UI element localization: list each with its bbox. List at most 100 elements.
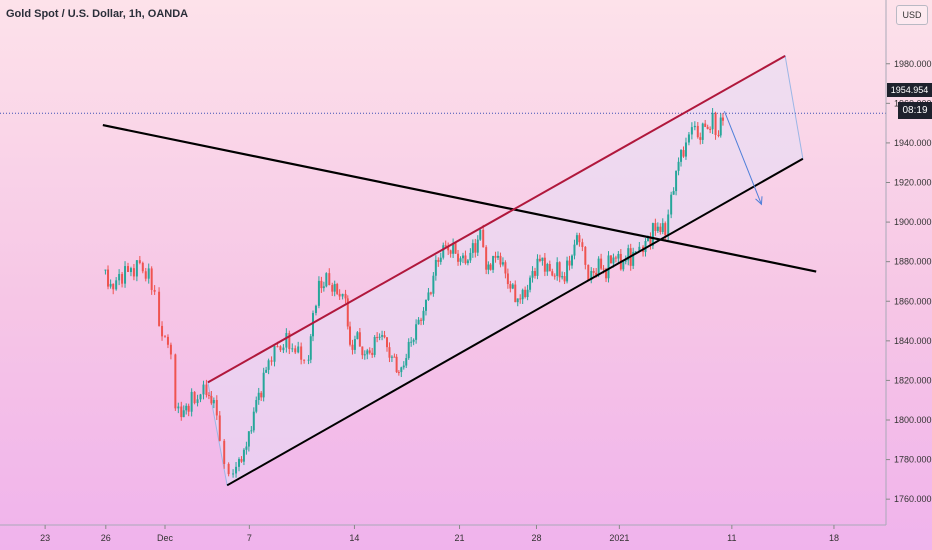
candle-body: [558, 262, 561, 278]
candle-body: [158, 291, 161, 326]
candle-body: [556, 262, 559, 276]
candle-body: [696, 125, 699, 138]
candle-body: [511, 284, 514, 289]
candle-body: [169, 344, 172, 355]
candle-body: [590, 270, 593, 281]
upper-channel-line: [207, 54, 786, 384]
candle-body: [646, 237, 649, 242]
candle-body: [519, 298, 522, 300]
candle-body: [193, 391, 196, 404]
y-tick-label: 1900.000: [894, 217, 932, 227]
candle-body: [242, 449, 245, 462]
candle-body: [592, 270, 595, 273]
candle-body: [538, 258, 541, 261]
candle-body: [285, 333, 288, 348]
candle-body: [351, 344, 354, 350]
candle-body: [118, 274, 121, 281]
candle-body: [597, 258, 600, 276]
candle-body: [215, 399, 218, 416]
candle-body: [541, 257, 544, 261]
candle-body: [252, 411, 255, 431]
candle-body: [466, 260, 469, 264]
candle-body: [161, 325, 164, 337]
candle-body: [427, 292, 430, 300]
candle-body: [432, 275, 435, 294]
candle-body: [721, 117, 724, 121]
candle-body: [602, 268, 605, 270]
candle-body: [185, 405, 188, 411]
candle-body: [257, 392, 260, 401]
candle-body: [706, 126, 709, 129]
candle-body: [341, 293, 344, 297]
last-price-label: 1954.954: [887, 83, 932, 97]
x-tick-label: 28: [531, 533, 541, 543]
currency-button[interactable]: USD: [896, 5, 928, 25]
candle-body: [492, 255, 495, 270]
candle-body: [109, 283, 112, 287]
candle-body: [687, 134, 690, 143]
candle-body: [260, 392, 263, 398]
candle-body: [415, 324, 418, 340]
candle-body: [524, 289, 527, 298]
candle-body: [638, 246, 641, 252]
candle-body: [267, 360, 270, 370]
candle-body: [314, 305, 317, 313]
candle-body: [303, 359, 306, 361]
candle-body: [356, 332, 359, 340]
candle-body: [265, 369, 268, 373]
candle-body: [235, 466, 238, 474]
candle-body: [366, 350, 369, 355]
candle-body: [336, 284, 339, 294]
candle-body: [282, 347, 285, 351]
candle-body: [393, 356, 396, 358]
candle-body: [551, 271, 554, 276]
chart-title: Gold Spot / U.S. Dollar, 1h, OANDA: [6, 8, 189, 20]
y-tick-label: 1840.000: [894, 336, 932, 346]
candle-body: [464, 255, 467, 264]
candle-body: [166, 336, 169, 345]
candle-body: [322, 286, 325, 289]
candle-body: [684, 142, 687, 157]
candle-body: [693, 125, 696, 128]
candle-body: [240, 459, 243, 462]
candle-body: [474, 243, 477, 253]
lower-channel-line: [226, 157, 804, 487]
candle-body: [328, 273, 331, 286]
candle-body: [378, 336, 381, 338]
candle-body: [627, 248, 630, 261]
candle-body: [677, 161, 680, 171]
candle-body: [485, 247, 488, 270]
candle-body: [417, 319, 420, 325]
candle-body: [509, 284, 512, 289]
candle-body: [514, 284, 517, 303]
trend-lines[interactable]: [0, 54, 886, 487]
candle-body: [107, 269, 110, 287]
candle-body: [153, 289, 156, 292]
candle-body: [383, 335, 386, 338]
candle-body: [437, 259, 440, 262]
candle-body: [680, 150, 683, 162]
candle-body: [444, 245, 447, 247]
x-tick-label: 21: [455, 533, 465, 543]
candle-body: [395, 356, 398, 373]
candle-body: [338, 293, 341, 297]
candle-body: [288, 333, 291, 350]
candle-body: [371, 352, 374, 355]
candle-body: [190, 391, 193, 412]
candle-body: [397, 372, 400, 374]
candle-body: [121, 274, 124, 284]
candle-body: [247, 431, 250, 447]
x-tick-label: 7: [247, 533, 252, 543]
candle-body: [373, 336, 376, 355]
candle-body: [412, 339, 415, 342]
candle-body: [670, 194, 673, 215]
candle-body: [210, 395, 213, 404]
candle-body: [578, 235, 581, 243]
candle-body: [312, 312, 314, 337]
candle-body: [177, 406, 180, 409]
forecast-arrow-head: [755, 196, 763, 206]
candle-body: [381, 335, 384, 337]
candle-body: [584, 246, 587, 265]
